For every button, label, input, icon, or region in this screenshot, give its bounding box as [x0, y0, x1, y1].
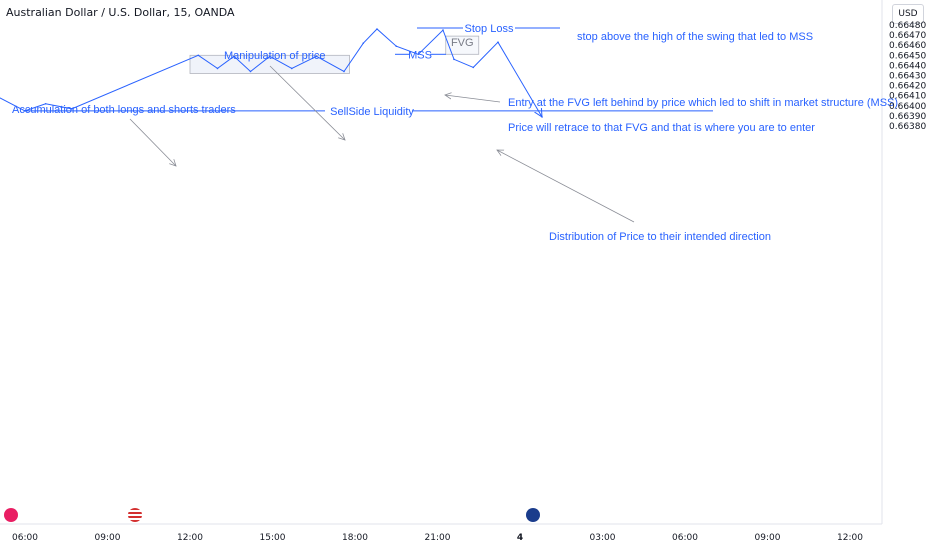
manipulation-label: Manipulation of price	[224, 50, 326, 62]
entry-label: Entry at the FVG left behind by price wh…	[508, 97, 898, 109]
symbol-title: Australian Dollar / U.S. Dollar, 15, OAN…	[6, 6, 235, 19]
x-tick-label: 06:00	[672, 533, 698, 543]
x-tick-label: 4	[517, 533, 523, 543]
price-point	[343, 70, 345, 73]
stop-note-label: stop above the high of the swing that le…	[577, 31, 813, 43]
price-point	[453, 58, 455, 61]
retrace-label: Price will retrace to that FVG and that …	[508, 122, 815, 134]
fvg-box	[445, 35, 480, 55]
price-point	[290, 67, 293, 70]
x-tick-label: 12:00	[177, 533, 203, 543]
y-tick-label: 0.66390	[889, 112, 926, 122]
price-point	[497, 41, 499, 43]
x-tick-label: 21:00	[425, 533, 451, 543]
stop-loss-label: Stop Loss	[465, 23, 514, 35]
price-point	[44, 102, 47, 105]
lightning-icon[interactable]	[4, 508, 18, 522]
price-point	[472, 66, 475, 69]
y-tick-label: 0.66480	[889, 21, 926, 31]
y-tick-label: 0.66400	[889, 102, 926, 112]
au-flag-icon[interactable]	[526, 508, 540, 522]
price-point	[268, 55, 271, 58]
y-tick-label: 0.66450	[889, 51, 926, 61]
price-point	[315, 55, 318, 58]
price-point	[395, 45, 398, 48]
x-tick-label: 15:00	[260, 533, 286, 543]
mss-label: MSS	[408, 49, 432, 61]
y-tick-label: 0.66430	[889, 72, 926, 82]
y-tick-label: 0.66410	[889, 92, 926, 102]
distribution-label: Distribution of Price to their intended …	[549, 231, 771, 243]
price-point	[249, 70, 252, 73]
price-point	[70, 108, 73, 110]
x-tick-label: 06:00	[12, 533, 38, 543]
price-point	[541, 116, 543, 118]
manipulation-arrow	[269, 65, 345, 140]
y-tick-label: 0.66470	[889, 31, 926, 41]
price-point	[233, 55, 235, 58]
price-point	[362, 42, 365, 44]
price-point	[197, 54, 200, 57]
fvg-label: FVG	[451, 37, 474, 49]
y-tick-label: 0.66420	[889, 82, 926, 92]
price-point	[216, 67, 219, 70]
x-tick-label: 18:00	[342, 533, 368, 543]
accumulation-arrow	[129, 118, 176, 166]
price-point	[417, 53, 420, 56]
us-flag-icon[interactable]	[128, 508, 142, 522]
entry-arrow	[445, 95, 501, 103]
price-point	[376, 28, 378, 30]
sellside-liquidity-label: SellSide Liquidity	[330, 106, 414, 118]
x-tick-label: 03:00	[590, 533, 616, 543]
y-tick-label: 0.66460	[889, 41, 926, 51]
distribution-arrow	[497, 150, 635, 223]
currency-button[interactable]: USD	[892, 4, 924, 24]
x-tick-label: 09:00	[755, 533, 781, 543]
y-tick-label: 0.66440	[889, 61, 926, 71]
price-point	[442, 29, 444, 31]
accumulation-label: Accumulation of both longs and shorts tr…	[12, 104, 236, 116]
x-tick-label: 09:00	[95, 533, 121, 543]
x-tick-label: 12:00	[837, 533, 863, 543]
y-tick-label: 0.66380	[889, 122, 926, 132]
